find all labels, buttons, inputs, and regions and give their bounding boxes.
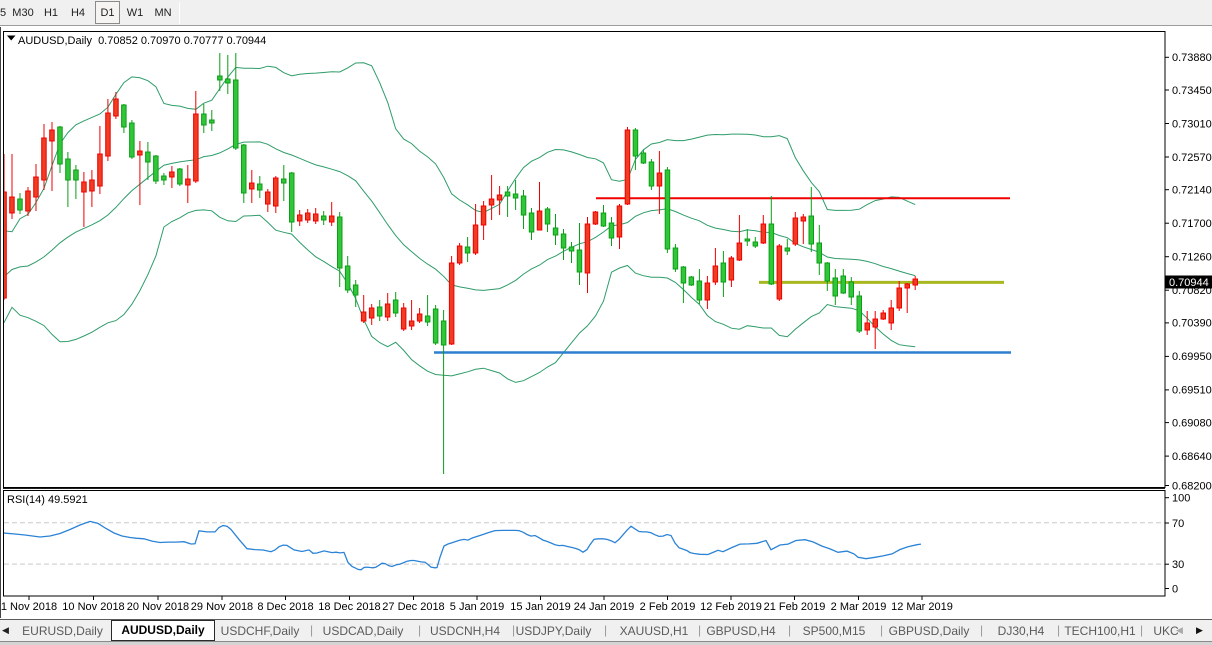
svg-text:15 Jan 2019: 15 Jan 2019 [510,601,571,613]
svg-text:70: 70 [1172,518,1184,530]
svg-text:24 Jan 2019: 24 Jan 2019 [574,601,635,613]
svg-text:0.73880: 0.73880 [1172,52,1212,64]
svg-text:0.68640: 0.68640 [1172,451,1212,463]
svg-text:12 Feb 2019: 12 Feb 2019 [700,601,762,613]
svg-text:0.72140: 0.72140 [1172,185,1212,197]
svg-text:1 Nov 2018: 1 Nov 2018 [1,601,57,613]
svg-text:0: 0 [1172,583,1178,595]
svg-text:0.69950: 0.69950 [1172,351,1212,363]
svg-text:30: 30 [1172,559,1184,571]
svg-text:5 Jan 2019: 5 Jan 2019 [450,601,504,613]
svg-text:0.69080: 0.69080 [1172,417,1212,429]
svg-text:18 Dec 2018: 18 Dec 2018 [318,601,380,613]
svg-text:2 Feb 2019: 2 Feb 2019 [640,601,696,613]
svg-text:0.73010: 0.73010 [1172,118,1212,130]
svg-text:0.72570: 0.72570 [1172,152,1212,164]
svg-text:AUDUSD,Daily 0.70852 0.70970: AUDUSD,Daily 0.70852 0.70970 0.70777 0.7… [18,35,266,47]
svg-text:0.70390: 0.70390 [1172,318,1212,330]
svg-text:0.71260: 0.71260 [1172,252,1212,264]
svg-text:0.68200: 0.68200 [1172,480,1212,492]
svg-text:27 Dec 2018: 27 Dec 2018 [382,601,444,613]
svg-text:RSI(14) 49.5921: RSI(14) 49.5921 [7,494,88,506]
svg-text:100: 100 [1172,493,1190,505]
svg-text:29 Nov 2018: 29 Nov 2018 [191,601,253,613]
svg-text:0.69510: 0.69510 [1172,385,1212,397]
svg-text:2 Mar 2019: 2 Mar 2019 [831,601,887,613]
svg-text:8 Dec 2018: 8 Dec 2018 [257,601,313,613]
svg-text:12 Mar 2019: 12 Mar 2019 [891,601,953,613]
svg-text:0.71700: 0.71700 [1172,218,1212,230]
svg-text:20 Nov 2018: 20 Nov 2018 [127,601,189,613]
svg-text:0.73450: 0.73450 [1172,85,1212,97]
svg-text:0.70944: 0.70944 [1169,277,1209,289]
svg-text:10 Nov 2018: 10 Nov 2018 [62,601,124,613]
svg-text:21 Feb 2019: 21 Feb 2019 [764,601,826,613]
